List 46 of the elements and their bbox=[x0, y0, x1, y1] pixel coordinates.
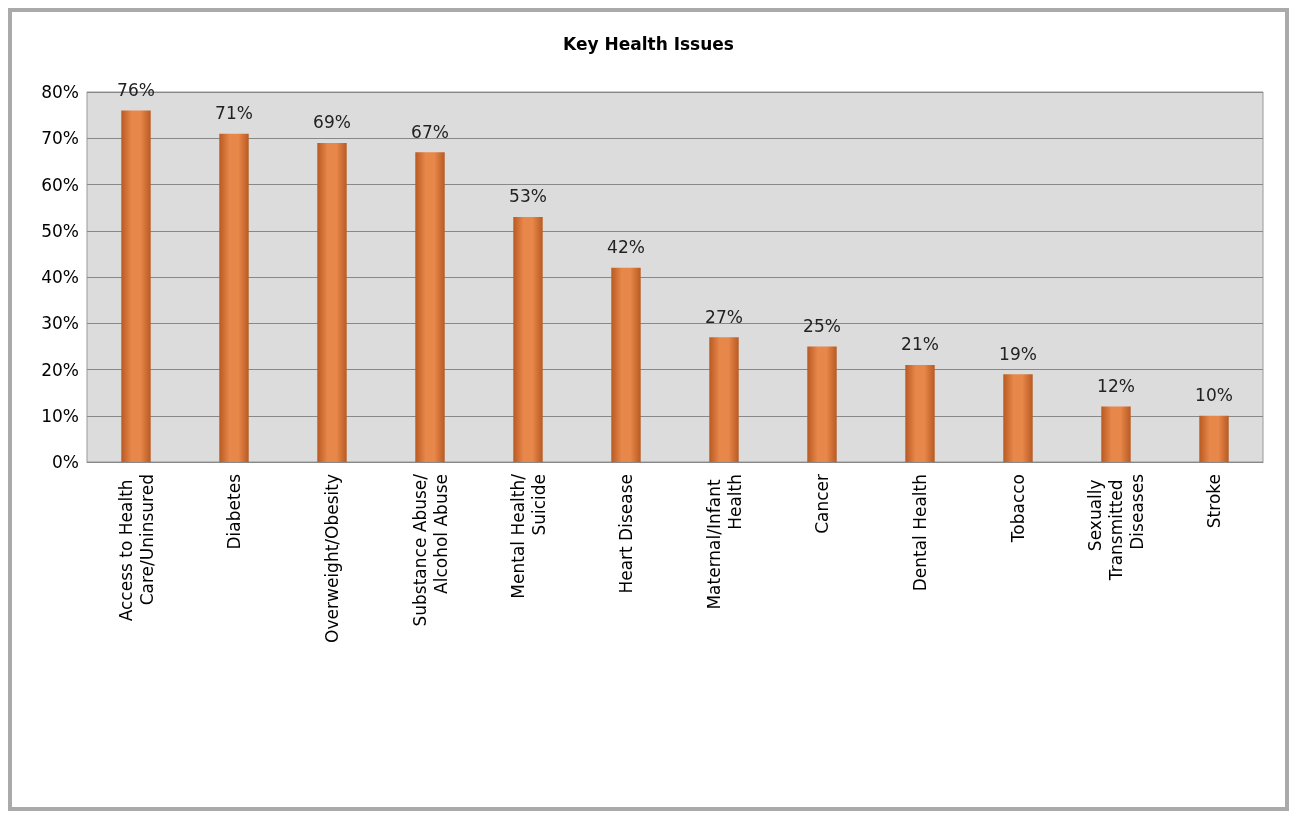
data-label: 76% bbox=[117, 80, 155, 100]
data-label: 27% bbox=[705, 306, 743, 327]
x-tick-label: Diabetes bbox=[224, 473, 244, 550]
bar bbox=[709, 337, 739, 462]
y-tick-label: 10% bbox=[41, 405, 79, 426]
bar bbox=[121, 110, 151, 462]
bar bbox=[415, 152, 445, 462]
data-label: 67% bbox=[411, 121, 449, 142]
data-label: 21% bbox=[901, 334, 939, 355]
x-tick-label: Cancer bbox=[812, 473, 832, 534]
x-tick-label: Tobacco bbox=[1008, 474, 1028, 544]
data-label: 69% bbox=[313, 112, 351, 133]
data-label: 42% bbox=[607, 237, 645, 258]
x-tick-label: Access to Health Care/Uninsured bbox=[115, 474, 157, 622]
y-tick-label: 20% bbox=[41, 359, 79, 380]
x-tick-label: Overweight/Obesity bbox=[322, 474, 342, 643]
chart-title: Key Health Issues bbox=[563, 33, 734, 54]
bar bbox=[905, 364, 935, 462]
bar bbox=[1003, 374, 1033, 462]
data-label: 25% bbox=[803, 315, 841, 336]
bar bbox=[513, 216, 543, 462]
x-tick-label: Dental Health bbox=[910, 474, 930, 592]
x-tick-label: Maternal/Infant Health bbox=[703, 474, 745, 610]
x-tick-label: Heart Disease bbox=[616, 474, 636, 594]
bar bbox=[807, 346, 837, 462]
y-tick-label: 0% bbox=[52, 452, 79, 472]
y-tick-label: 40% bbox=[41, 267, 79, 287]
y-tick-label: 50% bbox=[41, 220, 79, 241]
x-tick-label: Sexually Transmitted Diseases bbox=[1085, 473, 1147, 582]
y-tick-label: 60% bbox=[41, 174, 79, 195]
data-label: 71% bbox=[215, 103, 253, 124]
data-label: 10% bbox=[1195, 385, 1233, 406]
y-tick-label: 80% bbox=[41, 82, 79, 102]
x-tick-label: Stroke bbox=[1204, 474, 1224, 529]
data-label: 53% bbox=[509, 186, 547, 207]
bar bbox=[219, 133, 249, 462]
bar bbox=[1101, 406, 1131, 462]
bar bbox=[1199, 415, 1229, 462]
x-tick-label: Mental Health/Suicide bbox=[507, 473, 549, 599]
bar bbox=[317, 142, 347, 462]
x-tick-label: Substance Abuse/Alcohol Abuse bbox=[409, 473, 451, 627]
data-label: 12% bbox=[1097, 376, 1135, 396]
data-label: 19% bbox=[999, 343, 1037, 364]
y-tick-label: 70% bbox=[41, 128, 79, 149]
bar bbox=[611, 267, 641, 462]
y-tick-label: 30% bbox=[41, 313, 79, 334]
